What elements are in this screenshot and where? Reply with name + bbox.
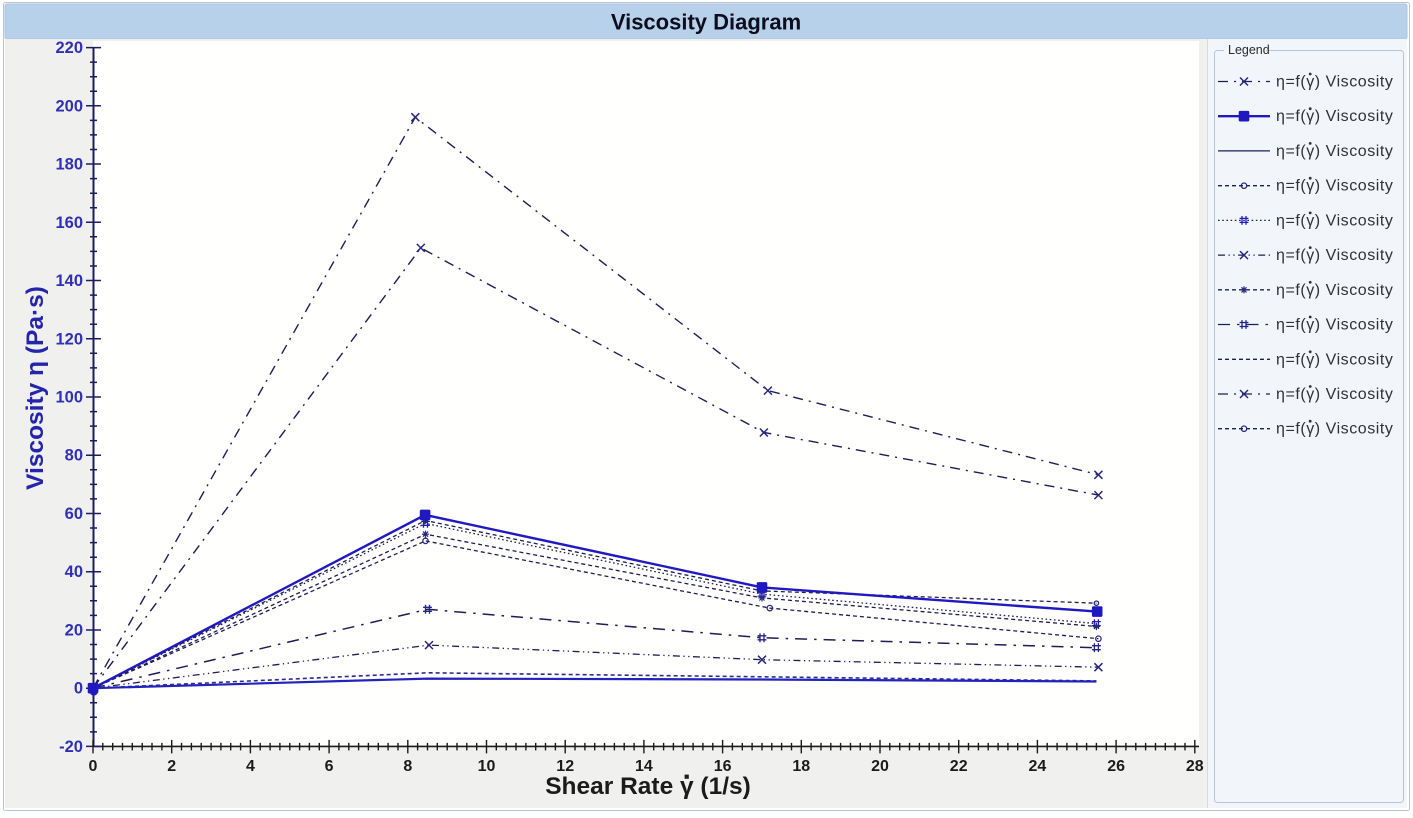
svg-text:22: 22	[950, 758, 968, 775]
svg-text:160: 160	[55, 214, 83, 232]
svg-text:10: 10	[478, 758, 496, 775]
svg-text:η=f(γ) Viscosity: η=f(γ) Viscosity	[1276, 108, 1393, 125]
svg-text:2: 2	[167, 758, 176, 775]
svg-text:200: 200	[55, 97, 83, 115]
svg-text:16: 16	[714, 758, 732, 775]
svg-text:8: 8	[403, 758, 412, 775]
svg-text:60: 60	[65, 505, 83, 523]
svg-text:12: 12	[556, 758, 574, 775]
svg-text:η=f(γ) Viscosity: η=f(γ) Viscosity	[1276, 386, 1393, 403]
svg-text:100: 100	[55, 389, 83, 407]
svg-text:Legend: Legend	[1228, 43, 1270, 57]
svg-text:80: 80	[65, 447, 83, 465]
svg-text:14: 14	[635, 758, 653, 775]
svg-text:120: 120	[55, 330, 83, 348]
svg-text:η=f(γ) Viscosity: η=f(γ) Viscosity	[1276, 247, 1393, 264]
svg-text:η=f(γ) Viscosity: η=f(γ) Viscosity	[1276, 212, 1393, 229]
svg-text:0: 0	[89, 758, 98, 775]
svg-text:Shear Rate γ (1/s): Shear Rate γ (1/s)	[545, 773, 751, 800]
svg-text:η=f(γ) Viscosity: η=f(γ) Viscosity	[1276, 143, 1393, 160]
svg-text:28: 28	[1186, 758, 1204, 775]
svg-text:η=f(γ) Viscosity: η=f(γ) Viscosity	[1276, 351, 1393, 368]
svg-text:26: 26	[1107, 758, 1125, 775]
svg-text:20: 20	[65, 622, 83, 640]
svg-text:140: 140	[55, 272, 83, 290]
svg-text:20: 20	[871, 758, 889, 775]
svg-text:0: 0	[74, 680, 83, 698]
svg-text:6: 6	[325, 758, 334, 775]
svg-text:40: 40	[65, 563, 83, 581]
svg-text:η=f(γ) Viscosity: η=f(γ) Viscosity	[1276, 282, 1393, 299]
svg-text:24: 24	[1029, 758, 1047, 775]
svg-text:η=f(γ) Viscosity: η=f(γ) Viscosity	[1276, 421, 1393, 438]
svg-text:Viscosity Diagram: Viscosity Diagram	[611, 10, 801, 35]
svg-text:η=f(γ) Viscosity: η=f(γ) Viscosity	[1276, 74, 1393, 91]
svg-text:4: 4	[246, 758, 255, 775]
svg-text:η=f(γ) Viscosity: η=f(γ) Viscosity	[1276, 178, 1393, 195]
svg-text:-20: -20	[59, 738, 83, 756]
svg-text:η=f(γ) Viscosity: η=f(γ) Viscosity	[1276, 317, 1393, 334]
svg-text:180: 180	[55, 156, 83, 174]
svg-text:18: 18	[792, 758, 810, 775]
svg-text:Viscosity η (Pa·s): Viscosity η (Pa·s)	[22, 286, 49, 490]
svg-text:220: 220	[55, 39, 83, 57]
